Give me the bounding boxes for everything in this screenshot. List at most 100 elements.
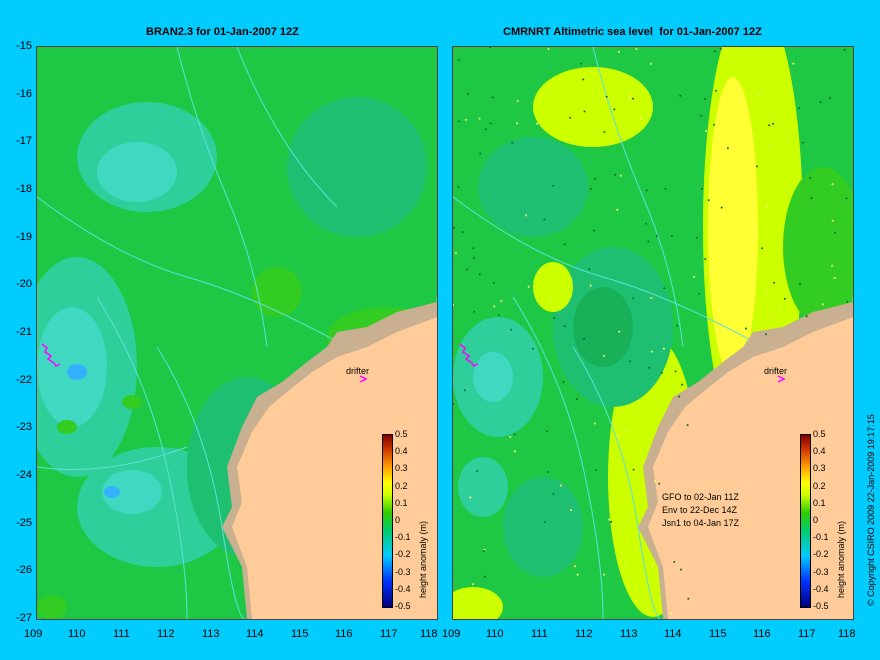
x-tick-label: 112 (575, 628, 593, 640)
altimetry-observation-dot (704, 258, 707, 260)
colorbar-right (800, 434, 811, 608)
altimetry-observation-dot (509, 435, 512, 438)
x-tick-label: 109 (24, 628, 43, 640)
altimetry-observation-dot (511, 141, 514, 144)
altimetry-observation-dot (594, 469, 597, 472)
altimetry-observation-dot (546, 471, 549, 473)
drifter-track-icon (459, 343, 479, 367)
colorbar-tick-label: -0.2 (395, 549, 411, 560)
y-tick-label: -25 (16, 517, 32, 529)
colorbar-tick-label: -0.1 (395, 532, 411, 543)
altimetry-observation-dot (547, 48, 550, 51)
altimetry-observation-dot (569, 116, 572, 119)
altimetry-observation-dot (664, 187, 667, 190)
x-tick-label: 114 (664, 628, 682, 640)
altimetry-observation-dot (809, 177, 812, 179)
altimetry-observation-dot (676, 324, 679, 327)
altimetry-observation-dot (583, 110, 586, 113)
altimetry-observation-dot (720, 206, 723, 209)
altimetry-observation-dot (492, 282, 495, 284)
altimetry-observation-dot (632, 468, 635, 471)
y-tick-label: -23 (16, 421, 32, 433)
drifter-label-left: drifter (346, 366, 370, 376)
altimetry-observation-dot (476, 470, 479, 473)
altimetry-observation-dot (650, 350, 653, 353)
colorbar-tick-label: -0.4 (395, 583, 411, 594)
altimetry-observation-dot (552, 492, 555, 495)
altimetry-observation-dot (821, 303, 824, 306)
colorbar-tick-label: 0.5 (813, 429, 826, 439)
altimetry-observation-dot (472, 583, 474, 586)
altimetry-observation-dot (563, 243, 566, 246)
altimetry-observation-dot (726, 147, 729, 150)
altimetry-observation-dot (783, 297, 786, 300)
altimetry-observation-dot (805, 315, 808, 318)
altimetry-observation-dot (654, 479, 656, 482)
altimetry-observation-dot (472, 257, 475, 260)
colorbar-title-left: height anomaly (m) (418, 520, 428, 598)
altimetry-observation-dot (576, 573, 579, 576)
x-tick-label: 115 (709, 628, 727, 640)
altimetry-observation-dot (765, 333, 767, 336)
altimetry-observation-dot (604, 97, 607, 100)
altimetry-observation-dot (746, 198, 749, 201)
altimetry-observation-dot (645, 222, 648, 225)
altimetry-observation-dot (704, 98, 707, 101)
x-tick-label: 110 (68, 628, 86, 640)
altimetry-observation-dot (457, 59, 460, 62)
altimetry-observation-dot (464, 118, 467, 121)
altimetry-observation-dot (681, 383, 684, 386)
altimetry-observation-dot (701, 187, 704, 190)
altimetry-observation-dot (553, 317, 556, 320)
copyright-text: © Copyright CSIRO 2009 22-Jan-2009 19:17… (866, 414, 876, 606)
colorbar-tick-label: 0.5 (395, 429, 408, 439)
x-tick-label: 118 (420, 628, 438, 640)
altimetry-observation-dot (588, 268, 591, 270)
y-tick-label: -24 (16, 469, 32, 481)
altimetry-observation-dot (625, 429, 627, 432)
colorbar-tick-label: -0.2 (813, 549, 829, 560)
altimetry-observation-dot (639, 117, 642, 120)
altimetry-observation-dot (635, 599, 638, 602)
x-tick-label: 117 (798, 628, 816, 640)
altimetry-observation-dot (722, 100, 725, 103)
altimetry-observation-dot (552, 184, 555, 187)
altimetry-observation-dot (580, 62, 582, 65)
altimetry-observation-dot (766, 205, 769, 208)
altimetry-observation-dot (532, 347, 534, 350)
y-tick-label: -17 (16, 135, 32, 147)
altimetry-observation-dot (756, 165, 759, 168)
altimetry-observation-dot (513, 433, 516, 436)
colorbar-tick-label: -0.1 (813, 532, 829, 543)
altimetry-observation-dot (721, 215, 724, 218)
altimetry-observation-dot (768, 124, 771, 127)
altimetry-observation-dot (594, 177, 597, 180)
x-tick-label: 117 (380, 628, 398, 640)
colorbar-tick-label: -0.5 (395, 601, 411, 611)
x-tick-label: 111 (113, 628, 130, 640)
x-tick-label: 116 (753, 628, 771, 640)
x-tick-label: 109 (442, 628, 461, 640)
altimetry-observation-dot (466, 268, 469, 271)
altimetry-observation-dot (516, 100, 519, 103)
altimetry-observation-dot (491, 96, 494, 99)
altimetry-observation-dot (700, 114, 703, 117)
altimetry-observation-dot (614, 173, 616, 176)
altimetry-observation-dot (705, 272, 708, 275)
altimetry-observation-dot (647, 240, 650, 243)
altimetry-observation-dot (831, 264, 834, 267)
altimetry-observation-dot (525, 214, 528, 217)
altimetry-observation-dot (589, 284, 592, 287)
altimetry-observation-dot (766, 291, 769, 294)
altimetry-observation-dot (662, 347, 665, 350)
altimetry-observation-dot (603, 131, 606, 134)
altimetry-observation-dot (648, 366, 651, 369)
altimetry-observation-dot (453, 402, 455, 405)
altimetry-observation-dot (538, 271, 541, 274)
altimetry-observation-dot (658, 482, 661, 485)
altimetry-observation-dot (831, 219, 834, 222)
colorbar-tick-label: 0.3 (813, 463, 826, 474)
altimetry-observation-dot (482, 550, 485, 552)
altimetry-observation-dot (570, 509, 573, 512)
